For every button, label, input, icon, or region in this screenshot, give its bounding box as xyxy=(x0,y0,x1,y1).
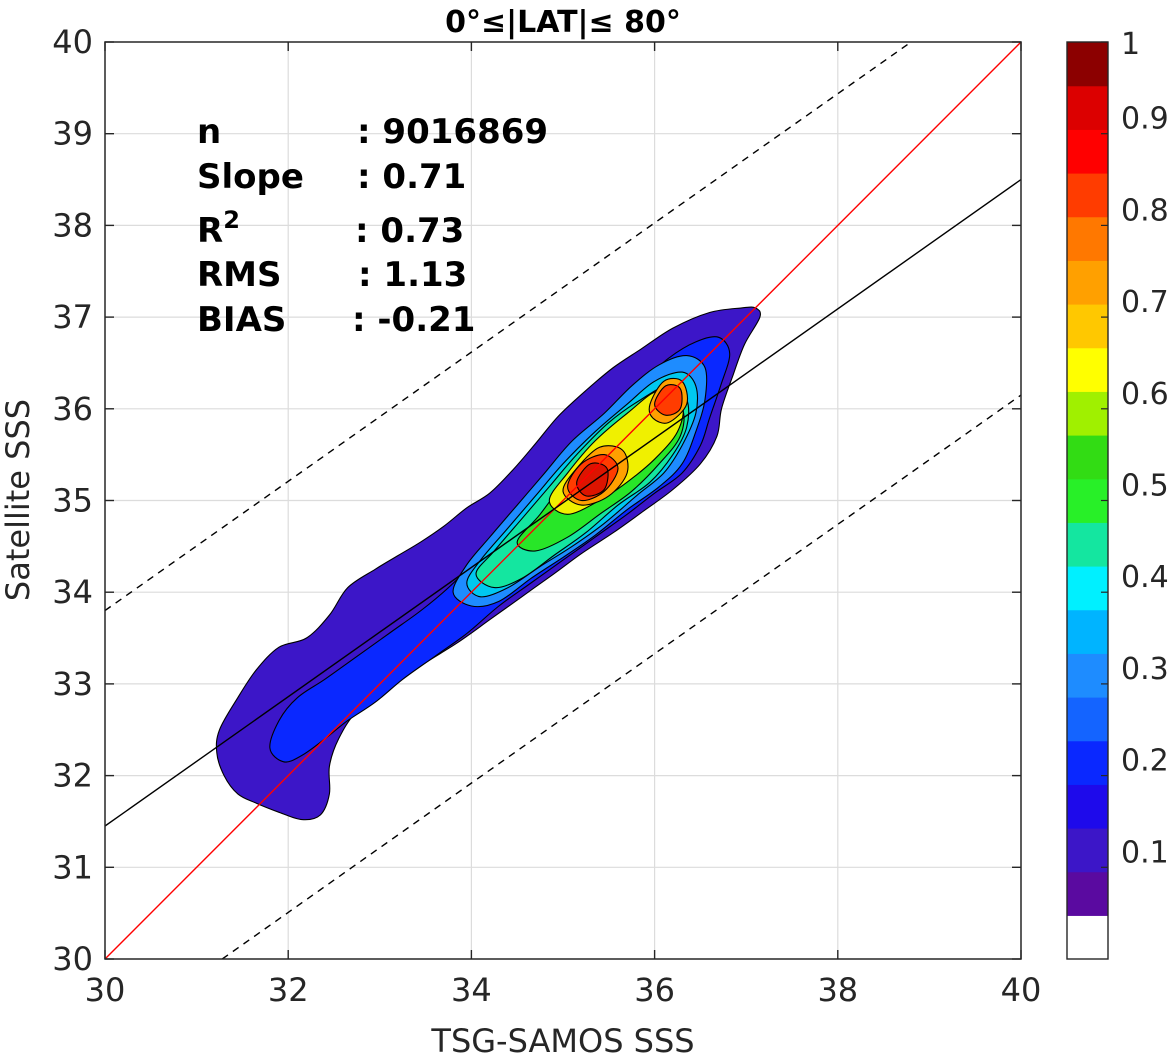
colorbar-swatch xyxy=(1067,435,1108,480)
y-axis-title: Satellite SSS xyxy=(0,399,37,601)
stat-key: Slope xyxy=(197,157,304,197)
identity-line xyxy=(105,42,1021,959)
colorbar-swatch xyxy=(1067,653,1108,698)
stat-key: n xyxy=(197,112,221,152)
colorbar-swatch xyxy=(1067,347,1108,392)
colorbar-tick-label: 0.3 xyxy=(1121,652,1169,687)
y-tick-label: 40 xyxy=(52,23,93,61)
x-tick-label: 36 xyxy=(634,971,675,1009)
colorbar-tick-label: 0.5 xyxy=(1121,469,1169,504)
colorbar-tick-label: 0.7 xyxy=(1121,285,1169,320)
x-tick-label: 30 xyxy=(85,971,126,1009)
colorbar-swatch xyxy=(1067,566,1108,611)
x-axis-title: TSG-SAMOS SSS xyxy=(430,1022,694,1055)
lower_bound-line xyxy=(221,394,1021,959)
colorbar-swatch xyxy=(1067,915,1108,960)
x-tick-label: 40 xyxy=(1001,971,1042,1009)
stat-value: : 0.73 xyxy=(355,211,464,251)
y-tick-label: 36 xyxy=(52,390,93,428)
colorbar-swatch xyxy=(1067,260,1108,305)
colorbar-tick-label: 0.4 xyxy=(1121,560,1169,595)
y-tick-label: 37 xyxy=(52,298,93,336)
colorbar-tick-label: 0.6 xyxy=(1121,377,1169,412)
stat-value: : 0.71 xyxy=(357,157,466,197)
axis-ticks: 30 32 34 36 38 40 30 31 32 33 34 35 36 37 38 39 40 xyxy=(52,23,1041,1009)
stat-value: : -0.21 xyxy=(352,300,475,340)
y-tick-label: 32 xyxy=(52,757,93,795)
colorbar-tick-label: 0.9 xyxy=(1121,102,1169,137)
colorbar-swatch xyxy=(1067,304,1108,349)
y-tick-label: 30 xyxy=(52,940,93,978)
colorbar-tick-label: 0.8 xyxy=(1121,193,1169,228)
stat-key: RMS xyxy=(197,255,282,295)
colorbar-tick-label: 0.1 xyxy=(1121,835,1169,870)
colorbar-tick-label: 0.2 xyxy=(1121,744,1169,779)
y-tick-label: 38 xyxy=(52,206,93,244)
reference-lines xyxy=(105,42,1021,959)
colorbar-swatch xyxy=(1067,871,1108,916)
density-contour-0.85 xyxy=(654,384,683,416)
colorbar-swatch xyxy=(1067,609,1108,654)
y-tick-label: 34 xyxy=(52,573,93,611)
colorbar-swatch xyxy=(1067,828,1108,873)
stat-value: : 1.13 xyxy=(358,255,467,295)
colorbar-swatch xyxy=(1067,522,1108,567)
x-tick-label: 32 xyxy=(268,971,309,1009)
y-tick-label: 39 xyxy=(52,115,93,153)
colorbar-swatch xyxy=(1067,697,1108,742)
y-tick-label: 33 xyxy=(52,665,93,703)
regression-line xyxy=(105,178,1021,827)
colorbar-swatch xyxy=(1067,784,1108,829)
density-contours xyxy=(215,306,761,821)
colorbar-swatch xyxy=(1067,129,1108,174)
colorbar-swatch xyxy=(1067,740,1108,785)
chart-title: 0°≤|LAT|≤ 80° xyxy=(445,5,681,40)
upper_bound-line xyxy=(105,42,912,612)
stat-value: : 9016869 xyxy=(357,112,548,152)
colorbar-tick-label: 1 xyxy=(1121,27,1140,62)
y-tick-label: 31 xyxy=(52,848,93,886)
x-tick-label: 38 xyxy=(817,971,858,1009)
colorbar-swatch xyxy=(1067,391,1108,436)
stat-key-superscript: 2 xyxy=(223,206,240,234)
y-tick-label: 35 xyxy=(52,482,93,520)
colorbar-swatch xyxy=(1067,173,1108,218)
colorbar: 1 0.9 0.8 0.7 0.6 0.5 0.4 0.3 0.2 0.1 xyxy=(1066,27,1169,960)
colorbar-swatch xyxy=(1067,42,1108,87)
colorbar-swatch xyxy=(1067,216,1108,261)
stat-key: BIAS xyxy=(197,300,286,340)
x-tick-label: 34 xyxy=(451,971,492,1009)
colorbar-swatch xyxy=(1067,85,1108,130)
